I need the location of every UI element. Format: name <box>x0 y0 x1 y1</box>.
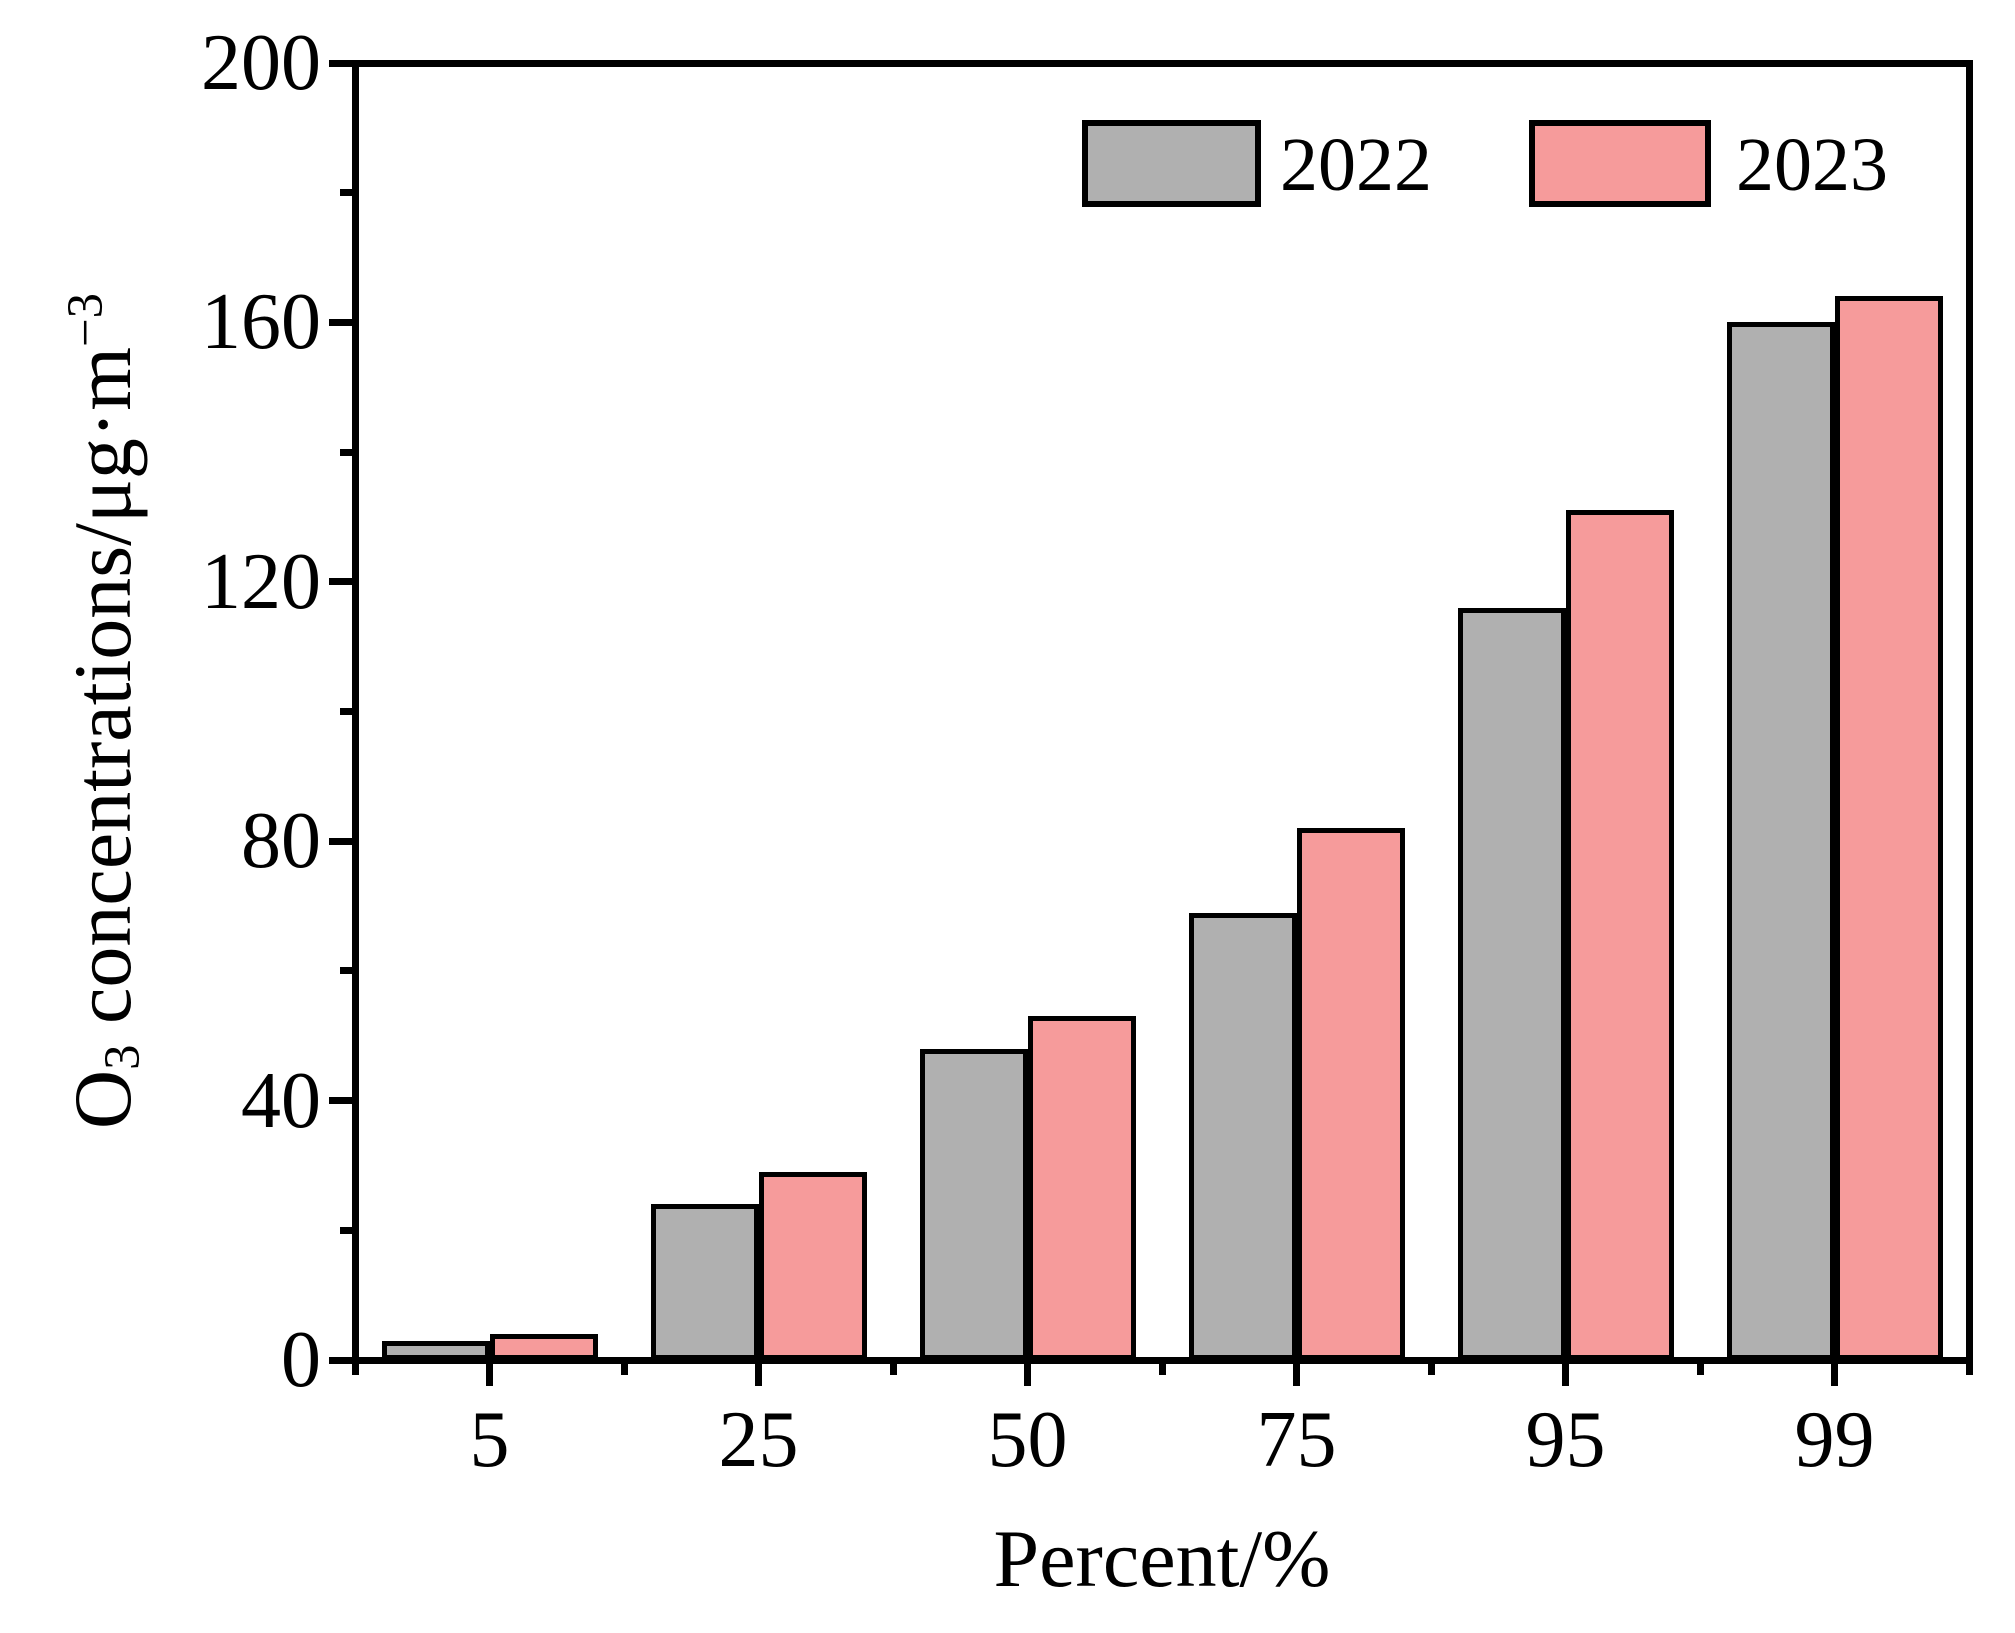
x-axis-title: Percent/% <box>993 1513 1331 1604</box>
y-minor-tick <box>340 189 355 197</box>
x-minor-tick <box>1965 1360 1973 1375</box>
legend-label-2022: 2022 <box>1280 123 1432 207</box>
x-major-tick <box>755 1360 762 1386</box>
y-title-mid: concentrations/μg·m <box>57 346 148 1045</box>
y-title-sup: −3 <box>57 292 114 347</box>
y-minor-tick <box>340 967 355 975</box>
y-tick-label: 160 <box>201 278 321 367</box>
bar-2022-cat75 <box>1188 913 1297 1360</box>
y-tick-label: 80 <box>241 797 321 886</box>
bar-2022-cat25 <box>650 1204 759 1360</box>
x-minor-tick <box>889 1360 897 1375</box>
bar-2023-cat99 <box>1834 296 1943 1360</box>
y-major-tick <box>329 318 355 326</box>
y-tick-label: 40 <box>241 1056 321 1145</box>
bar-2023-cat95 <box>1565 510 1674 1360</box>
x-minor-tick <box>1427 1360 1435 1375</box>
y-title-sub: 3 <box>94 1044 151 1070</box>
bar-2023-cat50 <box>1027 1016 1136 1360</box>
y-major-tick <box>329 837 355 845</box>
bar-2022-cat5 <box>381 1341 490 1360</box>
y-major-tick <box>329 578 355 586</box>
x-tick-label: 50 <box>987 1396 1068 1484</box>
x-major-tick <box>1831 1360 1838 1386</box>
y-major-tick <box>329 1097 355 1105</box>
x-tick-label: 75 <box>1256 1396 1337 1484</box>
y-title-pre: O <box>57 1069 148 1130</box>
bar-2023-cat25 <box>758 1172 867 1360</box>
y-minor-tick <box>340 448 355 456</box>
x-minor-tick <box>1696 1360 1704 1375</box>
y-major-tick <box>329 59 355 67</box>
legend-swatch-2022 <box>1082 120 1261 207</box>
bar-2023-cat75 <box>1296 828 1405 1360</box>
y-tick-label: 120 <box>201 537 321 626</box>
y-minor-tick <box>340 708 355 715</box>
legend-swatch-2023 <box>1529 120 1711 207</box>
y-axis-title: O3 concentrations/μg·m−3 <box>57 292 156 1130</box>
y-tick-label: 0 <box>281 1316 321 1404</box>
x-minor-tick <box>351 1360 359 1375</box>
x-minor-tick <box>620 1360 628 1375</box>
x-tick-label: 99 <box>1794 1396 1875 1484</box>
x-tick-label: 95 <box>1525 1396 1606 1484</box>
bar-2023-cat5 <box>489 1334 598 1360</box>
bar-2022-cat95 <box>1457 608 1566 1360</box>
x-tick-label: 25 <box>718 1396 799 1484</box>
bar-2022-cat50 <box>919 1049 1028 1360</box>
y-major-tick <box>329 1356 355 1364</box>
legend-label-2023: 2023 <box>1736 123 1888 207</box>
y-tick-label: 200 <box>201 19 321 107</box>
x-tick-label: 5 <box>469 1396 510 1484</box>
x-major-tick <box>486 1360 493 1386</box>
y-minor-tick <box>340 1226 355 1234</box>
x-major-tick <box>1024 1360 1031 1386</box>
x-major-tick <box>1293 1360 1300 1386</box>
x-minor-tick <box>1158 1360 1166 1375</box>
x-major-tick <box>1562 1360 1569 1386</box>
bar-2022-cat99 <box>1726 322 1835 1360</box>
